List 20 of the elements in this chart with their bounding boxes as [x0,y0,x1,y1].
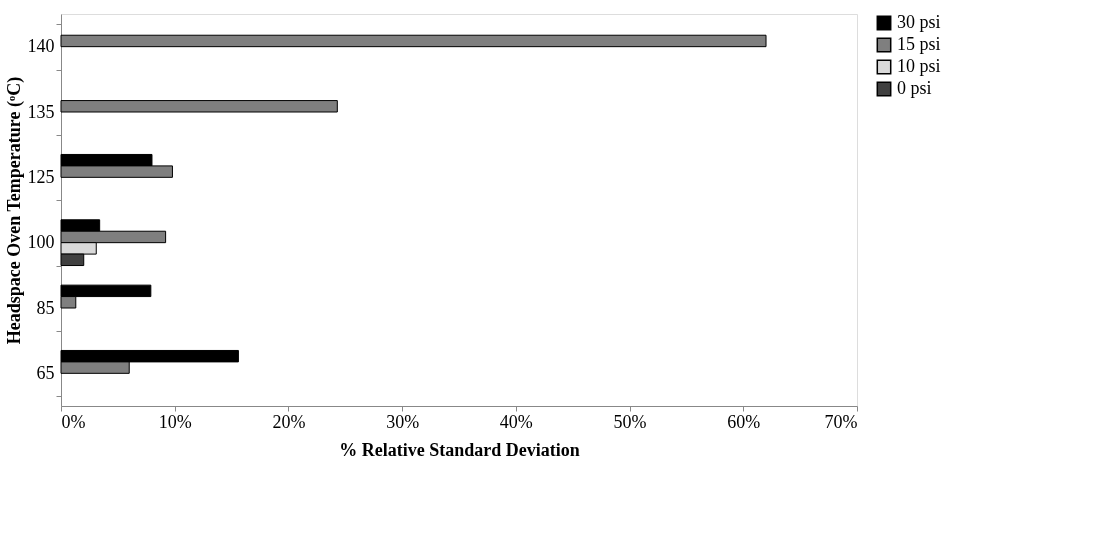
y-tick-label: 125 [27,166,55,187]
x-tick-label: 70% [824,411,858,432]
x-tick-label: 30% [386,411,420,432]
x-tick-label: 20% [272,411,306,432]
legend-label: 30 psi [897,12,941,32]
x-tick-label: 60% [727,411,761,432]
legend-label: 0 psi [897,78,932,98]
y-axis-title: Headspace Oven Temperature (ᵒC) [3,76,25,345]
legend-label: 15 psi [897,34,941,54]
y-tick-label: 85 [36,297,55,318]
x-tick-label: 50% [613,411,647,432]
y-tick-label: 140 [27,36,55,57]
y-tick-label: 65 [36,362,55,383]
y-tick-label: 135 [27,101,55,122]
x-tick-label: 10% [158,411,192,432]
legend-label: 10 psi [897,56,941,76]
x-tick-label: 40% [499,411,533,432]
y-tick-label: 100 [27,232,55,253]
x-axis-title: % Relative Standard Deviation [339,439,580,460]
x-tick-label: 0% [61,411,86,432]
